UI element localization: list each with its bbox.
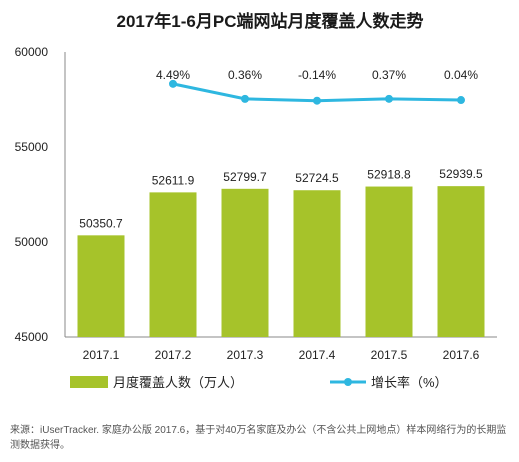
growth-point — [241, 94, 249, 103]
y-axis: 60000 55000 50000 45000 — [15, 45, 49, 344]
x-tick-label: 2017.6 — [443, 348, 480, 362]
growth-label: -0.14% — [298, 68, 336, 82]
bar-value-label: 52611.9 — [152, 173, 195, 187]
legend-bar-swatch — [70, 376, 108, 388]
x-tick-label: 2017.4 — [299, 348, 336, 362]
chart-title: 2017年1-6月PC端网站月度覆盖人数走势 — [116, 11, 423, 31]
legend: 月度覆盖人数（万人） 增长率（%） — [70, 375, 448, 390]
y-tick-label: 55000 — [15, 140, 49, 154]
bar — [293, 190, 341, 337]
source-footnote: 来源：iUserTracker. 家庭办公版 2017.6，基于对40万名家庭及… — [10, 425, 507, 451]
x-tick-label: 2017.1 — [83, 348, 120, 362]
x-tick-label: 2017.2 — [155, 348, 192, 362]
growth-label: 0.36% — [228, 68, 262, 82]
chart-svg: 2017年1-6月PC端网站月度覆盖人数走势 60000 55000 50000 45… — [15, 11, 497, 390]
legend-bar-label: 月度覆盖人数（万人） — [113, 375, 243, 390]
bar-value-label: 50350.7 — [79, 216, 123, 230]
line-series: 4.49% 0.36% -0.14% 0.37% 0.04% — [156, 68, 478, 105]
bar — [149, 192, 197, 337]
bar-value-label: 52799.7 — [223, 170, 267, 184]
legend-line-label: 增长率（%） — [371, 375, 448, 390]
growth-point — [385, 94, 393, 103]
bar-series — [77, 186, 485, 337]
growth-point — [457, 96, 465, 105]
bar — [437, 186, 485, 337]
x-axis: 2017.1 2017.2 2017.3 2017.4 2017.5 2017.6 — [83, 348, 480, 362]
x-tick-label: 2017.5 — [371, 348, 408, 362]
growth-label: 4.49% — [156, 68, 190, 82]
x-tick-label: 2017.3 — [227, 348, 264, 362]
growth-point — [169, 79, 177, 88]
bar — [221, 188, 269, 337]
growth-point — [313, 96, 321, 105]
bar-value-label: 52939.5 — [439, 167, 483, 181]
growth-label: 0.04% — [444, 68, 478, 82]
bar-value-labels: 50350.7 52611.9 52799.7 52724.5 52918.8 52939… — [79, 167, 483, 230]
y-tick-label: 50000 — [15, 235, 49, 249]
bar — [77, 235, 125, 337]
y-tick-label: 45000 — [15, 330, 49, 344]
y-tick-label: 60000 — [15, 45, 49, 59]
bar-value-label: 52918.8 — [367, 168, 411, 182]
legend-line-marker — [344, 378, 352, 386]
bar-value-label: 52724.5 — [295, 171, 339, 185]
growth-label: 0.37% — [372, 68, 406, 82]
bar — [365, 186, 413, 337]
